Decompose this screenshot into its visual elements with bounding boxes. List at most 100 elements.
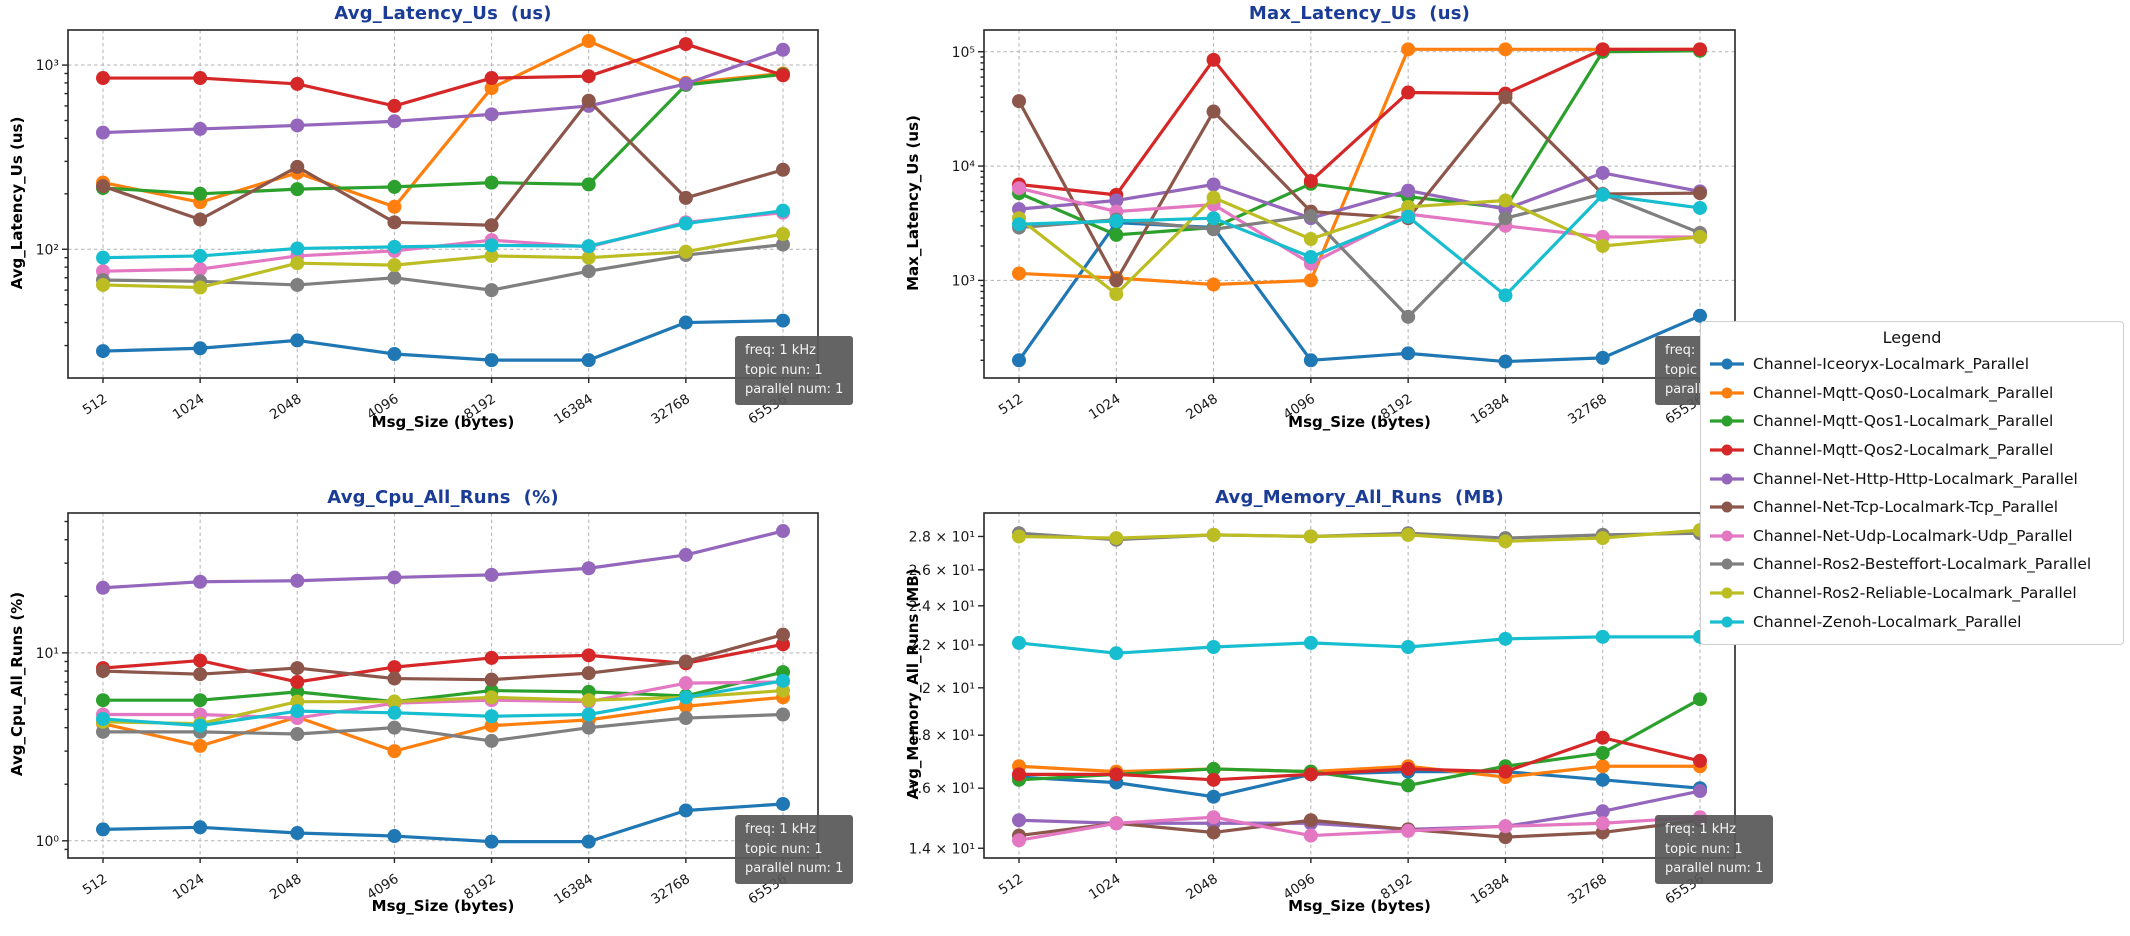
gridlines <box>1018 513 1701 858</box>
legend-item-label: Channel-Ros2-Reliable-Localmark_Parallel <box>1753 584 2077 603</box>
legend-item-label: Channel-Mqtt-Qos0-Localmark_Parallel <box>1753 383 2054 402</box>
chart-title: Avg_Latency_Us (us) <box>334 3 552 24</box>
series-Channel-Zenoh-Localmark_Parallel <box>1012 187 1707 303</box>
legend-item-label: Channel-Net-Http-Http-Localmark_Parallel <box>1753 469 2078 488</box>
annotation-line: parallel num: 1 <box>745 861 844 876</box>
annotation-line: parallel num: 1 <box>745 382 844 397</box>
y-tick-label: 2.2 × 10¹ <box>909 638 975 654</box>
y-tick-label: 2.4 × 10¹ <box>909 599 975 615</box>
y-tick-label: 2.8 × 10¹ <box>909 529 975 545</box>
legend-item-label: Channel-Ros2-Besteffort-Localmark_Parall… <box>1753 555 2092 574</box>
legend-marker <box>1710 473 1744 485</box>
y-tick-label: 1.4 × 10¹ <box>909 841 975 857</box>
chart-max-latency-us: 512 1024 2048 4096 8192 16384 32768 65536 10³ 10⁴… <box>880 0 1774 450</box>
legend-item: Channel-Zenoh-Localmark_Parallel <box>1709 607 2115 636</box>
annotation-line: parallel num: 1 <box>1665 861 1764 876</box>
plot-border <box>67 29 819 379</box>
legend-marker <box>1710 444 1744 456</box>
legend-item-label: Channel-Iceoryx-Localmark_Parallel <box>1753 355 2029 374</box>
legend-item-label: Channel-Mqtt-Qos2-Localmark_Parallel <box>1753 441 2054 460</box>
y-axis-label: Avg_Memory_All_Runs (MB) <box>904 568 922 800</box>
y-tick-label: 1.8 × 10¹ <box>909 728 975 744</box>
y-tick-label: 2.6 × 10¹ <box>909 563 975 579</box>
series-Channel-Net-Tcp-Localmark-Tcp_Parallel <box>96 93 790 233</box>
run-config-annotation: freq: 1 kHz topic nun: 1 parallel num: 1 <box>1655 815 1774 884</box>
x-tick-label: 512 <box>80 871 110 898</box>
legend-item-label: Channel-Zenoh-Localmark_Parallel <box>1753 612 2022 631</box>
annotation-line: topic nun: 1 <box>745 362 823 378</box>
legend-item-label: Channel-Mqtt-Qos1-Localmark_Parallel <box>1753 412 2054 431</box>
series-Channel-Net-Http-Http-Localmark_Parallel <box>96 524 790 595</box>
legend-item: Channel-Ros2-Reliable-Localmark_Parallel <box>1709 579 2115 608</box>
legend-item: Channel-Iceoryx-Localmark_Parallel <box>1709 350 2115 379</box>
y-tick-label: 10⁰ <box>36 834 60 850</box>
legend-item: Channel-Mqtt-Qos0-Localmark_Parallel <box>1709 379 2115 408</box>
annotation-line: freq: 1 kHz <box>1665 822 1736 837</box>
legend-marker <box>1710 558 1744 570</box>
series-Channel-Ros2-Besteffort-Localmark_Parallel <box>96 237 790 298</box>
chart-avg-latency-us: 512 1024 2048 4096 8192 16384 32768 65536 10² 10³… <box>0 0 880 450</box>
plot-border <box>983 512 1736 859</box>
series-Channel-Iceoryx-Localmark_Parallel <box>96 796 790 849</box>
legend-marker <box>1710 587 1744 599</box>
legend-marker <box>1710 415 1744 427</box>
legend-item: Channel-Net-Http-Http-Localmark_Parallel <box>1709 464 2115 493</box>
series-Channel-Net-Tcp-Localmark-Tcp_Parallel <box>96 627 790 687</box>
series-Channel-Zenoh-Localmark_Parallel <box>1012 629 1707 661</box>
annotation-line: topic nun: 1 <box>1665 841 1743 857</box>
x-axis-label: Msg_Size (bytes) <box>371 897 515 915</box>
y-tick-label: 10³ <box>36 58 59 74</box>
legend-item: Channel-Mqtt-Qos1-Localmark_Parallel <box>1709 407 2115 436</box>
y-tick-label: 10⁵ <box>952 45 975 61</box>
legend: Legend Channel-Iceoryx-Localmark_Paralle… <box>1700 321 2124 645</box>
y-axis-label: Max_Latency_Us (us) <box>904 115 922 291</box>
legend-marker <box>1710 358 1744 370</box>
plot-border <box>67 512 819 859</box>
legend-item: Channel-Net-Tcp-Localmark-Tcp_Parallel <box>1709 493 2115 522</box>
y-tick-label: 1.6 × 10¹ <box>909 781 975 797</box>
chart-avg-memory-all-runs: 512 1024 2048 4096 8192 16384 32768 65536 1.4 × … <box>880 450 1774 936</box>
x-axis-label: Msg_Size (bytes) <box>1288 413 1431 431</box>
run-config-annotation: freq: 1 kHz topic nun: 1 parallel num: 1 <box>735 336 854 405</box>
series-Channel-Zenoh-Localmark_Parallel <box>96 673 790 733</box>
legend-item-label: Channel-Net-Tcp-Localmark-Tcp_Parallel <box>1753 498 2059 517</box>
plot-area-max-latency: 512 1024 2048 4096 8192 16384 32768 6553610³10⁴… <box>952 29 1736 428</box>
legend-title: Legend <box>1882 328 1942 347</box>
chart-avg-cpu-all-runs: 512 1024 2048 4096 8192 16384 32768 65536 10⁰ 10¹… <box>0 450 880 936</box>
gridlines <box>68 513 818 858</box>
legend-item-label: Channel-Net-Udp-Localmark-Udp_Parallel <box>1753 526 2073 545</box>
run-config-annotation: freq: 1 kHz topic nun: 1 parallel num: 1 <box>735 815 854 884</box>
series-Channel-Zenoh-Localmark_Parallel <box>96 203 790 265</box>
series-Channel-Mqtt-Qos2-Localmark_Parallel <box>1012 730 1707 787</box>
chart-title: Avg_Memory_All_Runs (MB) <box>1215 487 1504 508</box>
legend-marker <box>1710 387 1744 399</box>
annotation-line: freq: 1 kHz <box>745 822 816 837</box>
legend-marker <box>1710 616 1744 628</box>
y-tick-label: 10⁴ <box>952 159 976 175</box>
annotation-line: topic nun: 1 <box>745 841 823 857</box>
chart-title: Avg_Cpu_All_Runs (%) <box>327 487 559 508</box>
legend-items: Channel-Iceoryx-Localmark_Parallel Channe… <box>1709 350 2115 636</box>
legend-item: Channel-Mqtt-Qos2-Localmark_Parallel <box>1709 436 2115 465</box>
series-Channel-Mqtt-Qos1-Localmark_Parallel <box>96 665 790 709</box>
legend-item: Channel-Ros2-Besteffort-Localmark_Parall… <box>1709 550 2115 579</box>
legend-marker <box>1710 530 1744 542</box>
x-tick-label: 512 <box>996 871 1026 898</box>
legend-marker <box>1710 501 1744 513</box>
chart-title: Max_Latency_Us (us) <box>1248 3 1471 24</box>
series-Channel-Mqtt-Qos2-Localmark_Parallel <box>96 37 790 113</box>
plot-border <box>983 29 1736 379</box>
y-tick-label: 2 × 10¹ <box>922 681 975 697</box>
x-axis-label: Msg_Size (bytes) <box>371 413 515 431</box>
series-Channel-Net-Udp-Localmark-Udp_Parallel <box>1012 810 1707 848</box>
series-Channel-Ros2-Reliable-Localmark_Parallel <box>1012 190 1707 302</box>
annotation-line: freq: 1 kHz <box>745 343 816 358</box>
series-Channel-Ros2-Besteffort-Localmark_Parallel <box>96 707 790 748</box>
y-tick-label: 10³ <box>952 273 975 289</box>
